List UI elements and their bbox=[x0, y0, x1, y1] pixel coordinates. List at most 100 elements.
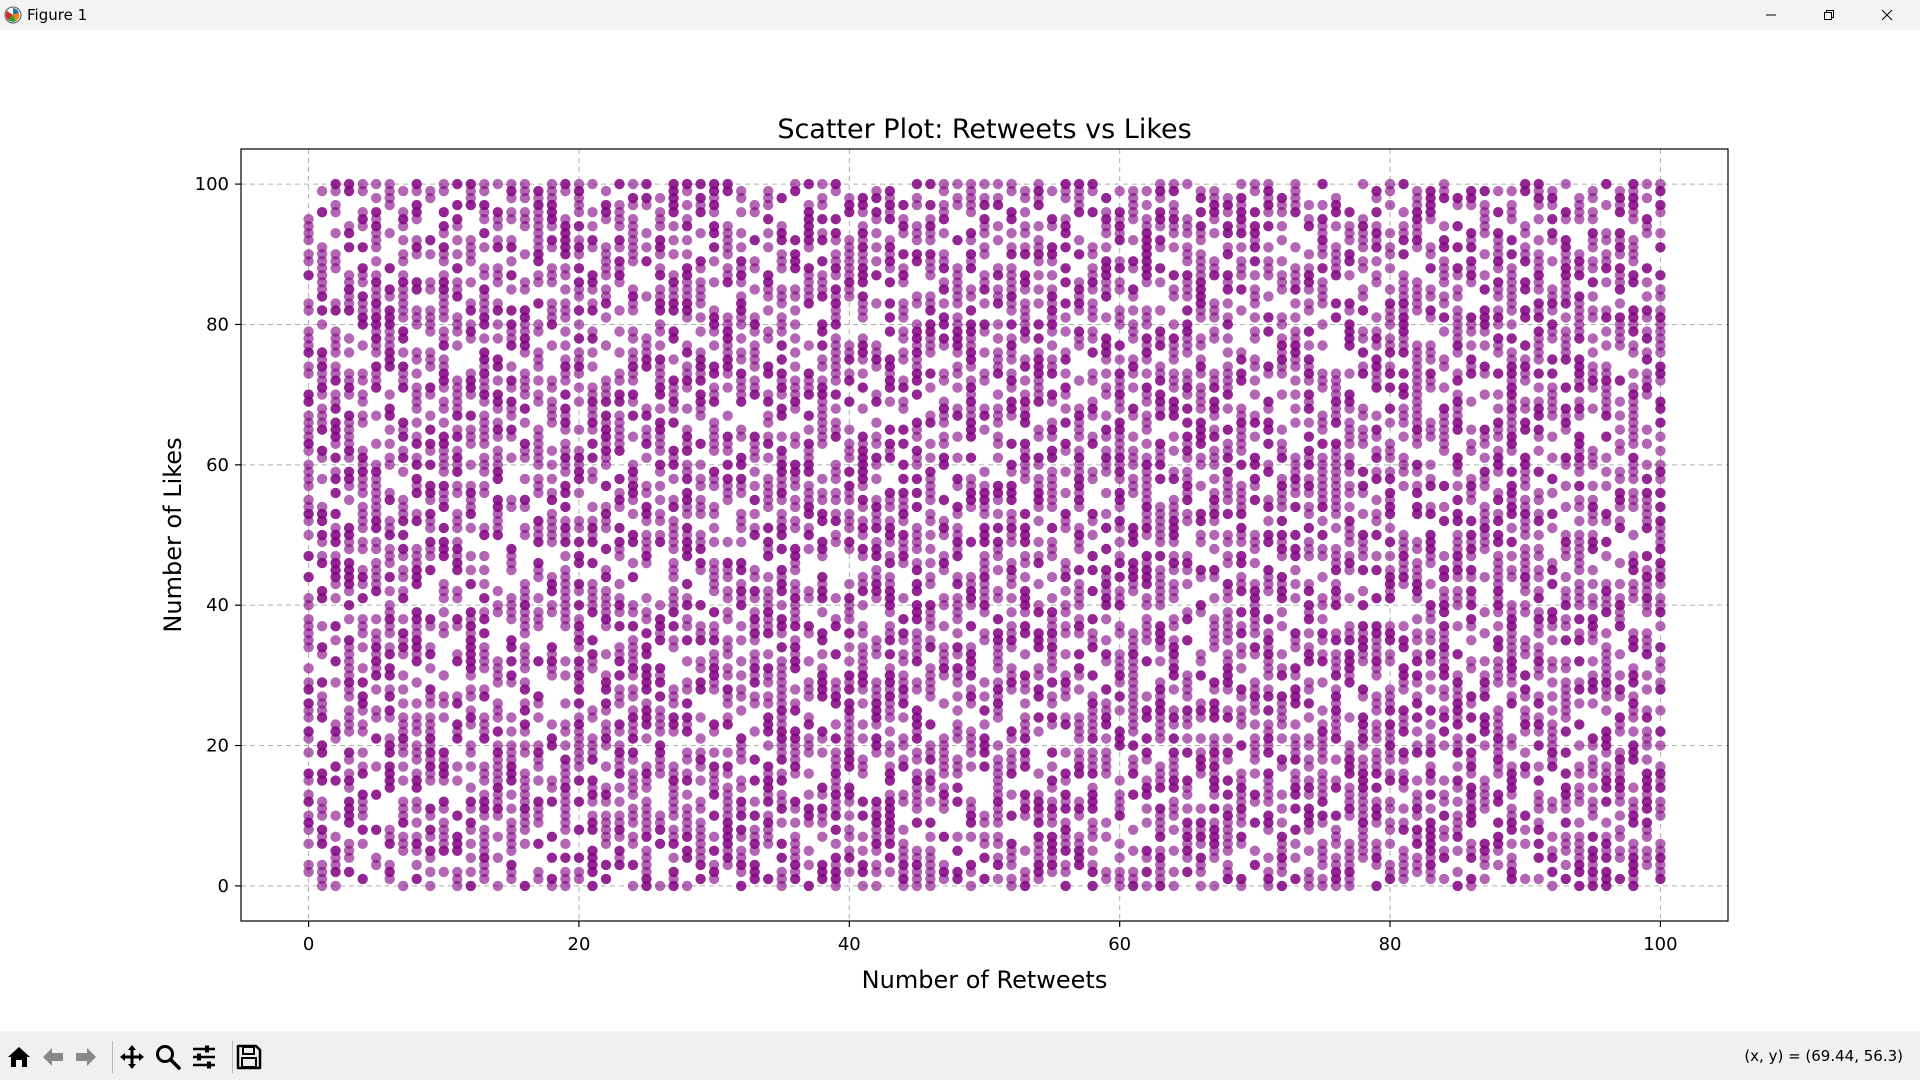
scatter-point bbox=[398, 670, 409, 681]
scatter-point bbox=[533, 389, 544, 400]
scatter-point bbox=[411, 473, 422, 485]
scatter-point bbox=[871, 733, 882, 744]
scatter-point bbox=[343, 522, 355, 534]
scatter-point bbox=[1182, 866, 1193, 878]
scatter-point bbox=[519, 249, 531, 260]
scatter-point bbox=[533, 515, 544, 527]
scatter-point bbox=[479, 263, 490, 274]
scatter-point bbox=[1141, 452, 1152, 463]
scatter-point bbox=[898, 326, 909, 337]
scatter-point bbox=[1046, 522, 1058, 534]
scatter-point bbox=[695, 600, 706, 611]
scatter-point bbox=[668, 417, 679, 428]
scatter-point bbox=[1290, 529, 1301, 541]
scatter-point bbox=[1073, 831, 1085, 842]
restore-button[interactable] bbox=[1800, 0, 1858, 30]
scatter-point bbox=[479, 178, 490, 190]
scatter-point bbox=[1384, 522, 1396, 534]
scatter-point bbox=[654, 508, 666, 520]
scatter-point bbox=[425, 564, 436, 576]
scatter-point bbox=[1101, 831, 1112, 842]
scatter-point bbox=[1384, 382, 1396, 393]
scatter-point bbox=[1141, 593, 1152, 604]
scatter-point bbox=[1357, 712, 1369, 723]
scatter-point bbox=[330, 677, 341, 688]
scatter-point bbox=[708, 382, 720, 393]
scatter-point bbox=[1290, 298, 1301, 309]
scatter-point bbox=[479, 761, 490, 772]
scatter-point bbox=[560, 354, 571, 365]
scatter-point bbox=[681, 178, 693, 190]
scatter-point bbox=[627, 326, 639, 337]
scatter-point bbox=[452, 263, 463, 274]
scatter-point bbox=[600, 873, 612, 885]
scatter-point bbox=[560, 326, 571, 337]
scatter-point bbox=[1060, 403, 1071, 414]
scatter-point bbox=[979, 677, 990, 688]
scatter-point bbox=[1141, 733, 1152, 744]
scatter-point bbox=[1249, 354, 1261, 365]
scatter-point bbox=[763, 452, 774, 463]
scatter-point bbox=[668, 824, 679, 835]
minimize-button[interactable] bbox=[1742, 0, 1800, 30]
scatter-point bbox=[303, 459, 314, 470]
scatter-point bbox=[1101, 487, 1112, 499]
scatter-point bbox=[857, 733, 868, 744]
scatter-point bbox=[1384, 438, 1396, 449]
scatter-point bbox=[1073, 178, 1085, 190]
scatter-point bbox=[425, 684, 436, 695]
scatter-point bbox=[736, 684, 747, 695]
scatter-point bbox=[1141, 550, 1152, 562]
scatter-point bbox=[411, 431, 422, 442]
scatter-point bbox=[1114, 256, 1125, 267]
scatter-point bbox=[722, 747, 733, 758]
scatter-point bbox=[627, 389, 639, 400]
scatter-point bbox=[411, 768, 422, 779]
scatter-point bbox=[898, 438, 909, 449]
scatter-point bbox=[330, 487, 341, 499]
scatter-point bbox=[506, 859, 517, 871]
scatter-point bbox=[898, 487, 909, 499]
scatter-point bbox=[654, 480, 666, 492]
scatter-point bbox=[1033, 473, 1044, 485]
scatter-point bbox=[898, 199, 909, 211]
scatter-point bbox=[1222, 192, 1234, 204]
scatter-point bbox=[1236, 607, 1247, 618]
scatter-point bbox=[492, 375, 503, 386]
scatter-point bbox=[411, 698, 422, 709]
scatter-point bbox=[1073, 649, 1085, 660]
scatter-point bbox=[1006, 178, 1017, 190]
scatter-point bbox=[614, 578, 625, 590]
close-button[interactable] bbox=[1858, 0, 1916, 30]
scatter-point bbox=[668, 866, 679, 878]
scatter-point bbox=[398, 761, 409, 772]
scatter-point bbox=[465, 782, 476, 793]
scatter-point bbox=[357, 291, 368, 302]
scatter-point bbox=[343, 635, 355, 646]
scatter-point bbox=[1317, 368, 1328, 379]
figure-canvas[interactable]: 0 20 40 60 80 100 0 20 40 60 80 100 Scatter Plot: R… bbox=[0, 30, 1920, 1031]
scatter-point bbox=[1222, 312, 1234, 323]
scatter-point bbox=[898, 473, 909, 485]
scatter-point bbox=[668, 473, 679, 485]
scatter-point bbox=[938, 698, 950, 709]
scatter-point bbox=[357, 789, 368, 800]
scatter-point bbox=[1019, 242, 1031, 253]
scatter-point bbox=[925, 529, 936, 541]
scatter-point bbox=[898, 733, 909, 744]
scatter-point bbox=[776, 817, 787, 828]
scatter-point bbox=[1384, 361, 1396, 372]
scatter-point bbox=[1384, 333, 1396, 344]
scatter-point bbox=[1357, 600, 1369, 611]
scatter-point bbox=[533, 712, 544, 723]
scatter-point bbox=[1019, 354, 1031, 365]
scatter-point bbox=[844, 593, 855, 604]
scatter-point bbox=[938, 859, 950, 871]
scatter-point bbox=[763, 536, 774, 548]
scatter-point bbox=[1155, 361, 1166, 372]
scatter-point bbox=[1101, 312, 1112, 323]
scatter-point bbox=[1019, 298, 1031, 309]
scatter-point bbox=[303, 698, 314, 709]
scatter-point bbox=[884, 396, 896, 407]
scatter-point bbox=[736, 228, 747, 239]
